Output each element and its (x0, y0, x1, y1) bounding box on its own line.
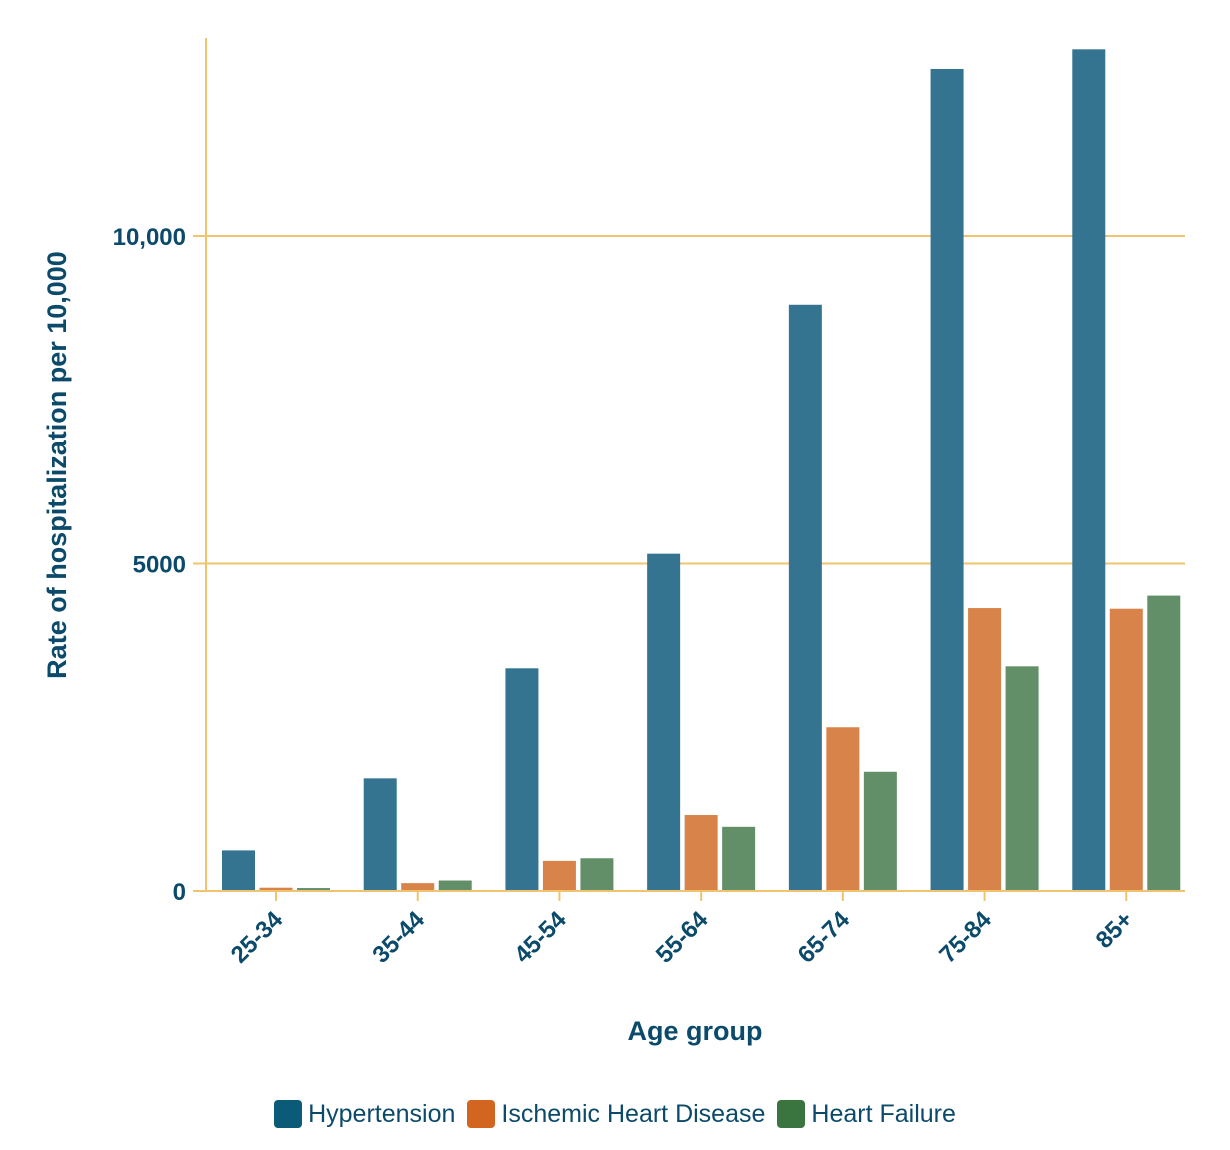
bar-hypertension[interactable] (505, 668, 539, 891)
bar-ischemic-heart-disease[interactable] (542, 860, 576, 891)
legend-item-ischemic-heart-disease[interactable]: Ischemic Heart Disease (467, 1100, 765, 1129)
x-tick-label: 55-64 (651, 906, 714, 969)
legend-item-hypertension[interactable]: Hypertension (274, 1100, 455, 1129)
bar-heart-failure[interactable] (438, 880, 472, 891)
bar-ischemic-heart-disease[interactable] (259, 887, 293, 891)
y-tick-label: 0 (173, 879, 186, 906)
bar-heart-failure[interactable] (722, 826, 756, 891)
legend-swatch (274, 1100, 303, 1128)
axes (193, 38, 1185, 901)
x-axis-title: Age group (628, 1016, 763, 1046)
legend-label: Ischemic Heart Disease (501, 1099, 766, 1128)
bar-heart-failure[interactable] (1147, 595, 1181, 891)
x-tick-label: 35-44 (367, 906, 430, 969)
bar-ischemic-heart-disease[interactable] (684, 815, 718, 891)
x-tick-label: 85+ (1091, 906, 1139, 954)
legend-label: Hypertension (308, 1099, 456, 1128)
legend: Hypertension Ischemic Heart Disease Heart … (0, 1094, 1230, 1134)
bar-ischemic-heart-disease[interactable] (826, 727, 860, 891)
bar-hypertension[interactable] (363, 778, 397, 891)
y-tick-label: 10,000 (113, 224, 186, 251)
bar-heart-failure[interactable] (863, 771, 897, 891)
bar-heart-failure[interactable] (1005, 666, 1039, 891)
x-tick-label: 45-54 (509, 906, 572, 969)
y-tick-label: 5000 (133, 552, 186, 579)
x-tick-label: 65-74 (793, 906, 856, 969)
bar-hypertension[interactable] (222, 850, 255, 891)
legend-item-heart-failure[interactable]: Heart Failure (777, 1100, 956, 1129)
x-tick-labels: 25-34 35-44 45-54 55-64 65-74 75-84 85+ (226, 906, 1139, 969)
bar-ischemic-heart-disease[interactable] (401, 883, 435, 891)
bar-hypertension[interactable] (1072, 49, 1106, 891)
y-axis-title: Rate of hospitalization per 10,000 (42, 251, 72, 679)
bars (222, 49, 1181, 892)
bar-hypertension[interactable] (930, 68, 964, 892)
bar-hypertension[interactable] (647, 553, 681, 891)
bar-heart-failure[interactable] (580, 858, 614, 891)
bar-ischemic-heart-disease[interactable] (968, 608, 1002, 891)
legend-swatch (467, 1100, 496, 1128)
x-tick-label: 75-84 (934, 906, 997, 969)
bar-chart: 0 5000 10,000 25-34 35-44 45-54 55-64 65-74 75-… (42, 38, 1185, 1046)
gridlines (193, 235, 1185, 565)
bar-ischemic-heart-disease[interactable] (1109, 608, 1143, 891)
y-tick-labels: 0 5000 10,000 (113, 224, 186, 906)
bar-heart-failure[interactable] (297, 888, 330, 891)
bar-hypertension[interactable] (788, 304, 822, 891)
legend-label: Heart Failure (811, 1099, 956, 1128)
x-tick-label: 25-34 (226, 906, 289, 969)
legend-swatch (777, 1100, 806, 1128)
